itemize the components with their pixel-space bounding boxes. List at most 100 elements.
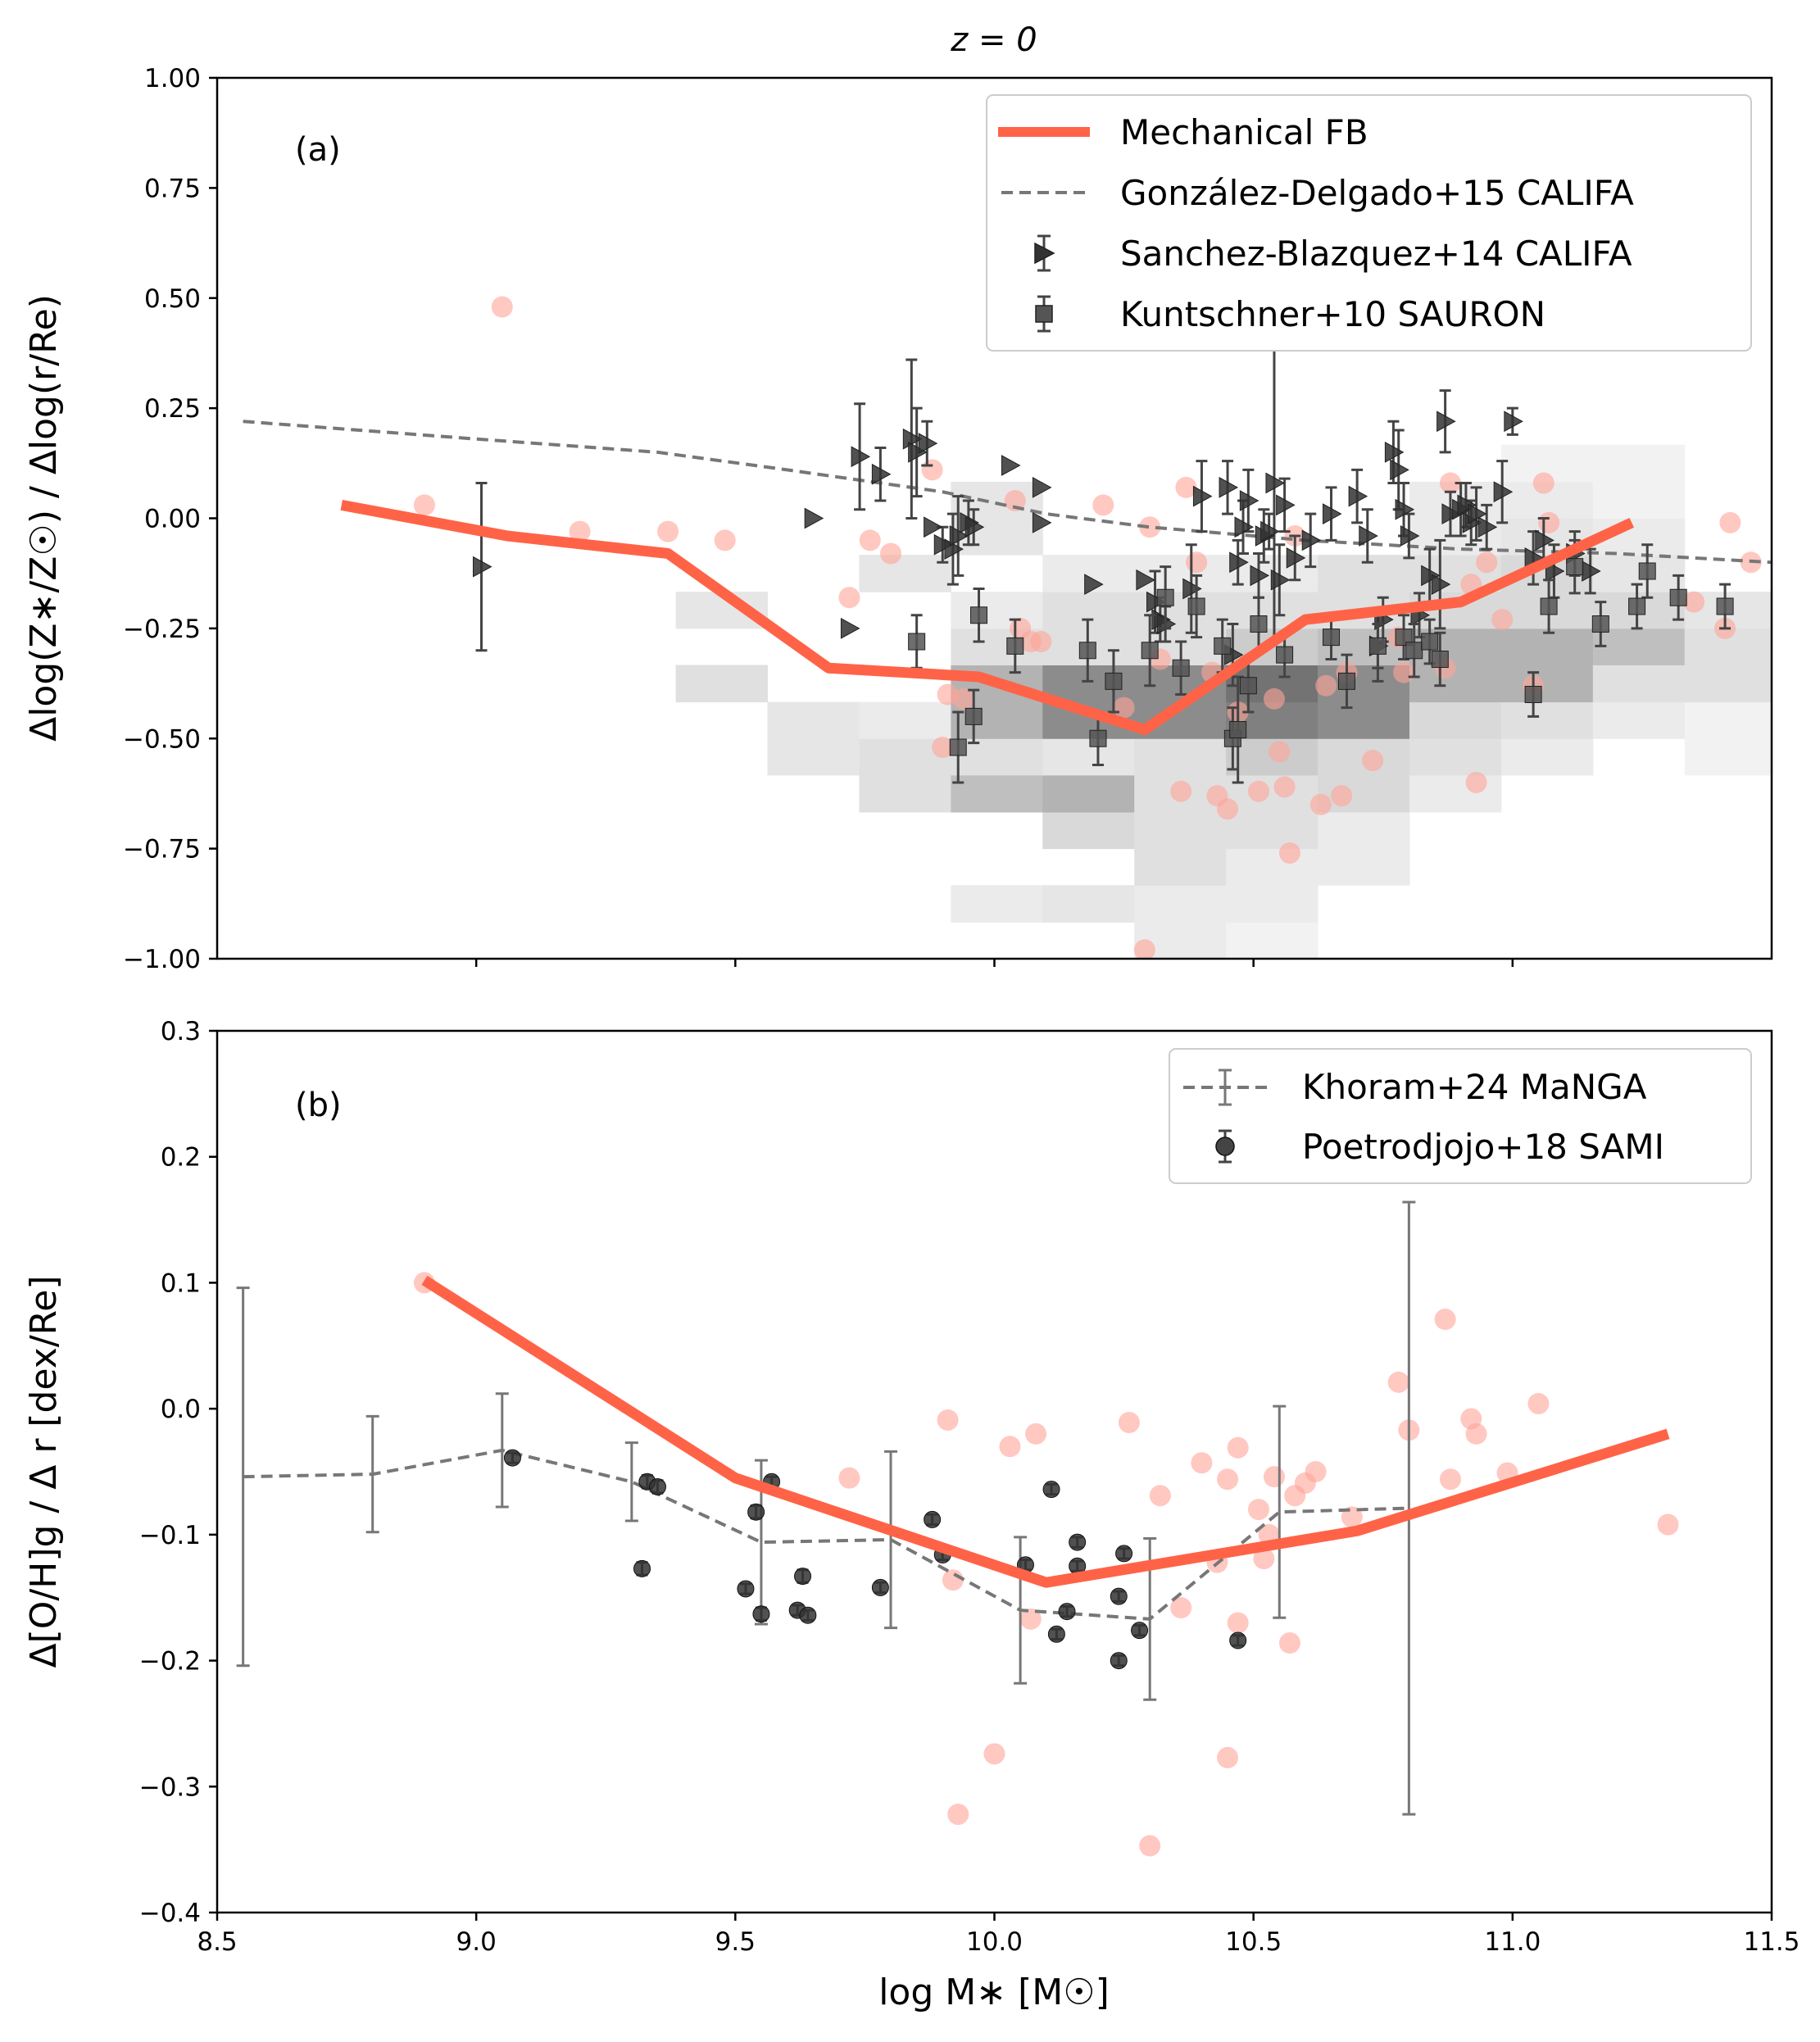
histogram-cell	[767, 701, 860, 739]
y-tick-label: 0.75	[144, 174, 201, 203]
kuntschner-point	[908, 633, 926, 651]
kuntschner-point	[1591, 615, 1609, 633]
y-tick-label: −0.1	[139, 1521, 201, 1550]
simulated-point	[1118, 1412, 1140, 1434]
simulated-point	[1315, 674, 1337, 697]
simulated-point	[1263, 1466, 1285, 1488]
simulated-point	[1269, 741, 1291, 763]
legend-b-frame	[1169, 1048, 1752, 1184]
simulated-point	[1439, 1468, 1461, 1491]
simulated-point	[1527, 1392, 1550, 1414]
poetrodjojo-point	[1229, 1631, 1247, 1649]
simulated-point	[1465, 1423, 1487, 1445]
histogram-cell	[1226, 774, 1318, 813]
histogram-cell	[1318, 555, 1410, 592]
kuntschner-point	[1250, 615, 1268, 633]
x-tick-label: 11.0	[1484, 1927, 1541, 1957]
sanchez-blazquez-point	[1395, 498, 1415, 520]
simulated-point	[1278, 842, 1300, 864]
sanchez-blazquez-point	[851, 446, 871, 468]
simulated-point	[1025, 1423, 1047, 1445]
histogram-cell	[1500, 628, 1594, 665]
poetrodjojo-point	[799, 1606, 817, 1624]
sanchez-blazquez-point	[472, 556, 492, 578]
sanchez-blazquez-point	[1504, 411, 1523, 433]
legend-poetrodjojo-swatch	[1215, 1129, 1235, 1164]
simulated-point	[999, 1436, 1021, 1458]
sanchez-blazquez-point	[1032, 512, 1052, 533]
panel-a-ylabel: Δlog(Z∗/Z☉) / Δlog(r/Re)	[23, 294, 65, 742]
x-tick-label: 8.5	[197, 1927, 237, 1957]
sanchez-blazquez-point	[1301, 529, 1322, 551]
x-tick-label: 10.5	[1225, 1927, 1282, 1957]
sanchez-blazquez-point	[1477, 516, 1498, 538]
kuntschner-point	[1239, 677, 1257, 695]
poetrodjojo-point	[752, 1605, 770, 1623]
sanchez-blazquez-point	[964, 516, 985, 538]
poetrodjojo-point	[924, 1510, 942, 1528]
histogram-cell	[1500, 701, 1594, 739]
simulated-point	[1247, 780, 1269, 802]
sanchez-blazquez-point	[1219, 477, 1239, 498]
kuntschner-point	[1089, 729, 1107, 747]
x-tick-label: 9.0	[456, 1927, 497, 1957]
simulated-point	[921, 459, 943, 481]
simulated-point	[1133, 939, 1155, 959]
simulated-point	[952, 687, 974, 710]
histogram-cell	[1592, 628, 1686, 665]
mechanical-fb-line	[340, 499, 1635, 735]
sanchez-blazquez-point	[1239, 490, 1259, 511]
histogram-cell	[1592, 665, 1686, 703]
poetrodjojo-point	[1110, 1587, 1128, 1605]
simulated-point	[1538, 511, 1560, 533]
kuntschner-point	[1006, 637, 1024, 655]
legend-sanchez-blazquez-swatch	[1034, 234, 1055, 272]
panel-b-ylabel: Δ[O/H]g / Δ r [dex/Re]	[23, 1276, 65, 1668]
y-tick-label: 0.2	[161, 1143, 201, 1173]
simulated-point	[859, 529, 881, 551]
simulated-point	[1139, 1835, 1161, 1857]
simulated-point	[1532, 472, 1554, 494]
panel-a: 1.00 0.75 0.50 0.25 0.00 −0.25 −0.50 −0.75 −1.00…	[23, 64, 1773, 974]
kuntschner-point	[1141, 642, 1159, 660]
histogram-cell	[859, 701, 951, 739]
kuntschner-point	[1395, 628, 1413, 647]
sanchez-blazquez-point	[1535, 529, 1554, 551]
poetrodjojo-point	[633, 1559, 651, 1577]
y-tick-label: −0.2	[139, 1647, 201, 1677]
panel-b-y-ticks: 0.3 0.2 0.1 0.0 −0.1 −0.2 −0.3 −0.4	[139, 1017, 217, 1928]
legend-kuntschner-label: Kuntschner+10 SAURON	[1120, 294, 1545, 334]
x-tick-label: 11.5	[1743, 1927, 1800, 1957]
simulated-point	[1170, 780, 1192, 802]
y-tick-label: −0.3	[139, 1772, 201, 1802]
kuntschner-point	[1105, 672, 1123, 690]
poetrodjojo-point	[794, 1568, 812, 1586]
sanchez-blazquez-point	[1265, 472, 1286, 494]
simulated-point	[1253, 1548, 1275, 1570]
x-tick-label: 10.0	[966, 1927, 1023, 1957]
kuntschner-point	[1540, 597, 1558, 615]
histogram-cell	[951, 774, 1043, 813]
sanchez-blazquez-point	[1270, 569, 1291, 591]
sanchez-blazquez-point	[1250, 565, 1270, 587]
sanchez-blazquez-point	[1431, 574, 1451, 595]
figure-title: z = 0	[950, 21, 1037, 59]
kuntschner-point	[1276, 646, 1294, 664]
histogram-cell	[1226, 922, 1318, 959]
histogram-cell	[1134, 555, 1227, 592]
kuntschner-point	[1421, 633, 1439, 651]
histogram-cell	[1684, 701, 1772, 739]
sanchez-blazquez-point	[1359, 525, 1378, 547]
poetrodjojo-point	[747, 1503, 765, 1521]
sanchez-blazquez-point	[1348, 485, 1368, 507]
legend-khoram-label: Khoram+24 MaNGA	[1302, 1067, 1647, 1107]
kuntschner-point	[1638, 562, 1656, 580]
sanchez-blazquez-point	[840, 618, 860, 639]
poetrodjojo-point	[1042, 1481, 1060, 1499]
sanchez-blazquez-point	[1441, 503, 1461, 524]
sanchez-blazquez-point	[924, 516, 943, 538]
histogram-cell	[1134, 812, 1227, 850]
sanchez-blazquez-point	[918, 433, 938, 454]
histogram-cell	[859, 555, 951, 592]
